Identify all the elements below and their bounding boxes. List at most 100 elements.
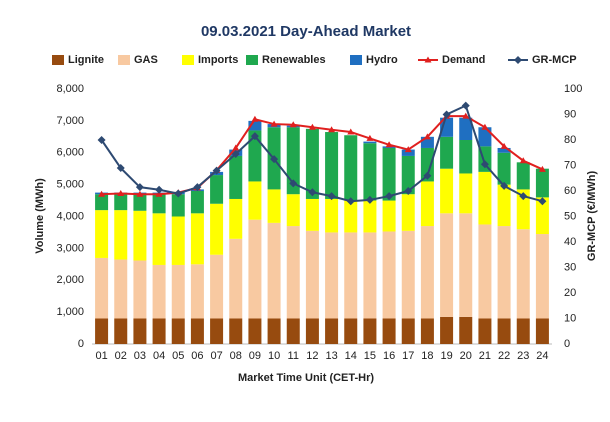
x-tick-label: 18	[421, 350, 433, 362]
bar-segment	[95, 194, 109, 211]
y-tick-label: 3,000	[56, 242, 84, 254]
bar-segment	[420, 318, 434, 344]
bar-segment	[363, 141, 377, 144]
x-tick-label: 06	[191, 350, 203, 362]
bar-segment	[325, 132, 339, 199]
y2-tick-label: 10	[564, 312, 576, 324]
y2-tick-label: 20	[564, 287, 576, 299]
bar-segment	[267, 222, 281, 319]
bar-segment	[420, 147, 434, 182]
marker	[270, 155, 279, 164]
marker	[538, 197, 547, 206]
marker	[308, 188, 317, 197]
marker	[231, 150, 240, 159]
bar-segment	[133, 210, 147, 261]
chart-title: 09.03.2021 Day-Ahead Market	[201, 23, 411, 40]
bar-segment	[305, 318, 319, 344]
marker	[116, 164, 125, 173]
bar-segment	[420, 226, 434, 319]
marker	[519, 192, 528, 201]
bar-segment	[363, 232, 377, 319]
bar-segment	[229, 198, 243, 239]
marker	[212, 166, 221, 175]
y2-tick-label: 50	[564, 210, 576, 222]
x-axis-title: Market Time Unit (CET-Hr)	[238, 372, 374, 384]
y2-tick-label: 100	[564, 83, 582, 95]
bar-segment	[133, 194, 147, 211]
bar-segment	[401, 230, 415, 319]
marker	[423, 133, 431, 140]
marker	[98, 190, 106, 197]
line	[101, 115, 543, 196]
marker	[462, 112, 470, 119]
legend-swatch	[350, 55, 362, 65]
bar-segment	[171, 216, 185, 265]
bar-segment	[114, 210, 128, 260]
legend-label: Lignite	[68, 54, 104, 66]
marker	[423, 171, 432, 180]
x-tick-label: 10	[268, 350, 280, 362]
bar-segment	[535, 234, 549, 319]
marker	[308, 123, 316, 130]
bar-segment	[363, 200, 377, 233]
bar-segment	[401, 318, 415, 344]
legend: Lignite GAS Imports Renewables Hydro Demand GR…	[52, 54, 577, 66]
legend-label: Imports	[198, 54, 238, 66]
y-tick-label: 1,000	[56, 306, 84, 318]
y2-tick-label: 90	[564, 108, 576, 120]
y-tick-label: 8,000	[56, 83, 84, 95]
bar-segment	[229, 238, 243, 319]
marker	[135, 183, 144, 192]
bar-segment	[516, 162, 530, 190]
marker	[424, 56, 432, 63]
bar-segment	[440, 136, 454, 169]
bar-segment	[210, 318, 224, 344]
bar-segment	[497, 152, 511, 185]
marker	[136, 190, 144, 197]
bar-segment	[133, 318, 147, 344]
bar-segment	[363, 143, 377, 201]
bar-segment	[516, 189, 530, 230]
y2-tick-label: 40	[564, 236, 576, 248]
bar-segment	[382, 147, 396, 201]
bar-segment	[459, 173, 473, 214]
marker	[385, 192, 394, 201]
marker	[346, 197, 355, 206]
marker	[365, 195, 374, 204]
bar-segment	[478, 224, 492, 319]
legend-label: GAS	[134, 54, 158, 66]
x-tick-label: 21	[479, 350, 491, 362]
bar-segment	[190, 264, 204, 319]
bar-segment	[478, 127, 492, 147]
bar-segment	[152, 194, 166, 214]
x-tick-label: 20	[460, 350, 472, 362]
marker	[97, 136, 106, 144]
bar-segment	[440, 213, 454, 317]
bar-segment	[210, 254, 224, 319]
marker	[155, 185, 164, 194]
bar-segment	[95, 257, 109, 319]
bar-segment	[516, 229, 530, 319]
bar-segment	[459, 117, 473, 140]
marker	[480, 160, 489, 169]
bar-segment	[210, 203, 224, 255]
bar-segment	[497, 184, 511, 227]
bar-segment	[535, 168, 549, 198]
marker	[347, 128, 355, 135]
marker	[404, 187, 413, 195]
legend-label: Demand	[442, 54, 485, 66]
marker	[251, 115, 259, 122]
x-tick-label: 17	[402, 350, 414, 362]
x-tick-label: 01	[95, 350, 107, 362]
bar-segment	[440, 168, 454, 214]
x-tick-label: 11	[288, 350, 299, 362]
y-tick-label: 0	[78, 338, 84, 350]
bar-segment	[382, 200, 396, 232]
y-tick-label: 4,000	[56, 210, 84, 222]
marker	[481, 123, 489, 130]
marker	[232, 144, 240, 151]
bar-segment	[344, 200, 358, 233]
bar-segment	[114, 194, 128, 211]
